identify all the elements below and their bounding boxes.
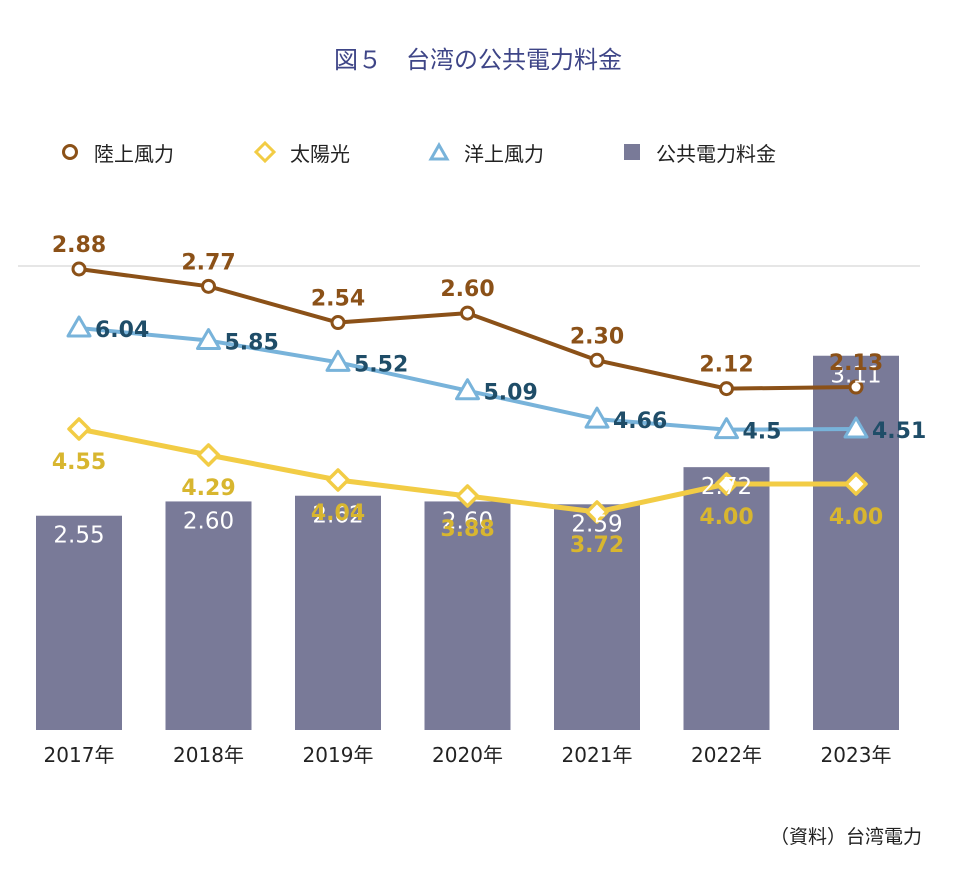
legend-circle-marker-icon <box>62 144 78 160</box>
bar-value-label: 2.55 <box>53 523 104 549</box>
data-label-solar: 3.72 <box>570 533 624 558</box>
bar-2022年 <box>683 467 770 730</box>
legend-item-tariff: 公共電力料金 <box>622 136 776 168</box>
data-label-solar: 4.55 <box>52 450 106 475</box>
point-marker-solar <box>714 472 739 496</box>
data-label-offshore: 4.5 <box>743 420 782 445</box>
point-marker-offshore <box>584 406 610 429</box>
point-marker-offshore <box>325 349 351 372</box>
bar-2021年 <box>554 504 640 730</box>
source-note: （資料）台湾電力 <box>769 826 922 848</box>
bar-value-label: 2.60 <box>183 508 234 534</box>
data-label-solar: 3.88 <box>440 517 494 542</box>
data-label-offshore: 5.52 <box>354 352 408 377</box>
point-marker-solar <box>67 417 91 441</box>
bar-value-label: 2.60 <box>442 508 493 534</box>
legend-label-onshore: 陸上風力 <box>94 141 174 166</box>
data-label-onshore: 2.13 <box>829 351 883 376</box>
data-label-onshore: 2.77 <box>181 250 235 275</box>
data-label-offshore: 6.04 <box>95 318 149 343</box>
data-label-solar: 4.00 <box>699 505 753 530</box>
legend-item-onshore: 陸上風力 <box>60 136 174 168</box>
data-label-solar: 4.04 <box>311 501 365 526</box>
data-label-onshore: 2.30 <box>570 324 624 349</box>
x-tick-label: 2018年 <box>173 743 244 767</box>
bar-value-label: 2.62 <box>312 503 363 529</box>
legend-item-solar: 太陽光 <box>254 136 350 168</box>
legend-label-solar: 太陽光 <box>290 141 350 166</box>
legend-label-tariff: 公共電力料金 <box>656 141 776 166</box>
point-marker-onshore <box>719 381 734 397</box>
bar-value-label: 2.72 <box>701 474 752 500</box>
point-marker-onshore <box>330 315 346 331</box>
legend-square-marker-icon <box>624 144 640 160</box>
legend: 陸上風力 太陽光 洋上風力 公共電力料金 <box>0 136 956 168</box>
bar-2018年 <box>165 501 252 730</box>
legend-diamond-marker-icon <box>254 141 276 163</box>
data-label-offshore: 4.51 <box>872 419 926 444</box>
point-marker-solar <box>455 484 480 508</box>
bar-2023年 <box>813 355 899 730</box>
data-label-onshore: 2.88 <box>52 233 106 258</box>
bar-2017年 <box>36 515 122 730</box>
point-marker-offshore <box>455 378 480 401</box>
data-label-solar: 4.29 <box>181 476 235 501</box>
legend-triangle-marker-icon <box>428 142 450 161</box>
point-marker-onshore <box>71 261 87 277</box>
data-label-offshore: 5.85 <box>225 331 279 356</box>
data-label-onshore: 2.12 <box>699 353 753 378</box>
data-label-offshore: 5.09 <box>484 381 538 406</box>
point-marker-offshore <box>196 328 221 351</box>
point-marker-solar <box>585 500 609 524</box>
point-marker-solar <box>844 472 868 496</box>
legend-item-offshore: 洋上風力 <box>428 136 544 168</box>
chart-title: 図５ 台湾の公共電力料金 <box>334 46 622 74</box>
bar-2020年 <box>424 501 511 730</box>
bar-2019年 <box>295 495 381 730</box>
point-marker-solar <box>326 468 350 492</box>
point-marker-offshore <box>843 416 869 439</box>
x-tick-label: 2017年 <box>44 743 115 767</box>
point-marker-offshore <box>714 417 739 440</box>
x-tick-label: 2020年 <box>432 743 503 767</box>
point-marker-onshore <box>848 379 864 395</box>
point-marker-onshore <box>589 352 605 368</box>
point-marker-solar <box>196 443 221 467</box>
data-label-onshore: 2.54 <box>311 287 365 312</box>
bar-value-label: 3.11 <box>830 363 881 389</box>
point-marker-onshore <box>460 305 475 321</box>
data-label-onshore: 2.60 <box>440 277 494 302</box>
legend-label-offshore: 洋上風力 <box>464 141 544 166</box>
point-marker-onshore <box>201 278 216 294</box>
x-tick-label: 2023年 <box>821 743 892 767</box>
data-label-offshore: 4.66 <box>613 409 667 434</box>
x-tick-label: 2021年 <box>562 743 633 767</box>
bar-value-label: 2.59 <box>571 511 622 537</box>
data-label-solar: 4.00 <box>829 505 883 530</box>
point-marker-offshore <box>66 315 92 338</box>
x-tick-label: 2022年 <box>691 743 762 767</box>
x-tick-label: 2019年 <box>303 743 374 767</box>
